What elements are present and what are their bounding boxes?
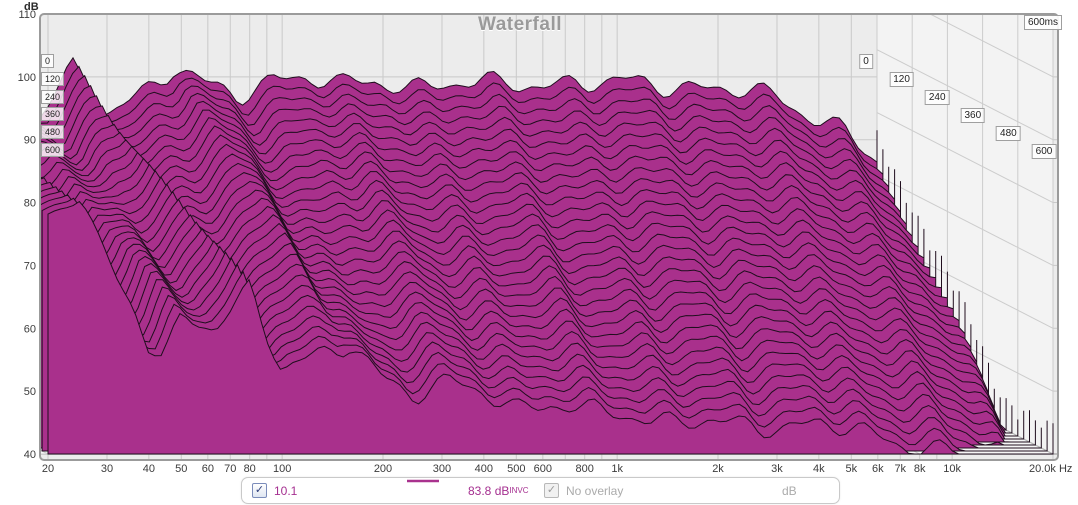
overlay-item: ✓ No overlay	[544, 478, 623, 503]
time-slice-label-left: 0	[41, 54, 55, 68]
wall-db-line	[876, 49, 1054, 141]
x-tick-label: 300	[433, 463, 451, 475]
level-readout: 83.8 dB INVC	[468, 478, 529, 503]
x-tick-label: 10k	[943, 463, 961, 475]
x-tick-label: 20	[42, 463, 54, 475]
x-tick-label: 3k	[771, 463, 783, 475]
wall-db-line	[930, 15, 1054, 78]
x-tick-label: 2k	[712, 463, 724, 475]
time-slice-label-left: 600	[41, 143, 65, 157]
trace-line-sample	[407, 479, 439, 483]
x-tick-label: 80	[244, 463, 256, 475]
wall-db-line	[876, 112, 1054, 204]
x-tick-label: 60	[202, 463, 214, 475]
y-axis-unit-label: dB	[24, 1, 39, 13]
overlay-checkbox[interactable]: ✓	[544, 483, 559, 498]
trace-label[interactable]: 10.1	[274, 483, 298, 498]
time-slice-label-right: 360	[960, 108, 986, 123]
legend-bar: ✓ 10.1 83.8 dB INVC ✓ No overlay dB	[241, 477, 840, 504]
x-tick-label: 70	[224, 463, 236, 475]
x-tick-label: 30	[101, 463, 113, 475]
time-slice-label-left: 480	[41, 125, 65, 140]
time-slice-label-right: 600	[1031, 144, 1057, 159]
x-tick-label: 7k	[894, 463, 906, 475]
wall-db-line	[877, 0, 1053, 14]
time-slice-label-left: 360	[41, 107, 65, 122]
level-superscript: INVC	[509, 486, 529, 495]
x-tick-label: 100	[273, 463, 291, 475]
wall-db-line	[876, 174, 1054, 266]
time-slice-label-left: 120	[41, 71, 65, 86]
time-slice-label-right: 240	[924, 90, 950, 105]
plot-border	[39, 13, 1059, 461]
y-tick-label: 110	[18, 9, 36, 21]
x-tick-label: 800	[576, 463, 594, 475]
plot-clip-group	[41, 0, 1057, 459]
x-tick-label: 5k	[845, 463, 857, 475]
waterfall-slice	[47, 200, 1054, 455]
time-slice-label-left: 240	[41, 89, 65, 104]
y-tick-label: 40	[24, 449, 36, 461]
y-tick-label: 80	[24, 198, 36, 210]
x-tick-label: 6k	[872, 463, 884, 475]
x-tick-label: 50	[175, 463, 187, 475]
x-tick-label: 20.0k Hz	[1029, 463, 1072, 475]
overlay-label: No overlay	[566, 483, 624, 498]
x-tick-label: 8k	[914, 463, 926, 475]
time-range-label: 600ms	[1023, 15, 1062, 30]
trace-checkbox[interactable]: ✓	[252, 483, 267, 498]
level-value: 83.8 dB	[468, 483, 510, 498]
x-tick-label: 500	[507, 463, 525, 475]
y-tick-label: 100	[18, 72, 36, 84]
y-tick-label: 50	[24, 386, 36, 398]
x-tick-label: 400	[475, 463, 493, 475]
trace-item: ✓ 10.1	[252, 478, 297, 503]
x-tick-label: 4k	[813, 463, 825, 475]
y-tick-label: 70	[24, 260, 36, 272]
y-tick-label: 60	[24, 323, 36, 335]
time-slice-label-right: 120	[889, 72, 914, 87]
x-tick-label: 200	[374, 463, 392, 475]
time-slice-label-right: 480	[996, 126, 1021, 141]
x-tick-label: 600	[534, 463, 552, 475]
x-tick-label: 40	[143, 463, 155, 475]
time-slice-label-right: 0	[859, 54, 873, 69]
legend-unit-label: dB	[782, 483, 797, 498]
y-tick-label: 90	[24, 135, 36, 147]
x-tick-label: 1k	[611, 463, 623, 475]
